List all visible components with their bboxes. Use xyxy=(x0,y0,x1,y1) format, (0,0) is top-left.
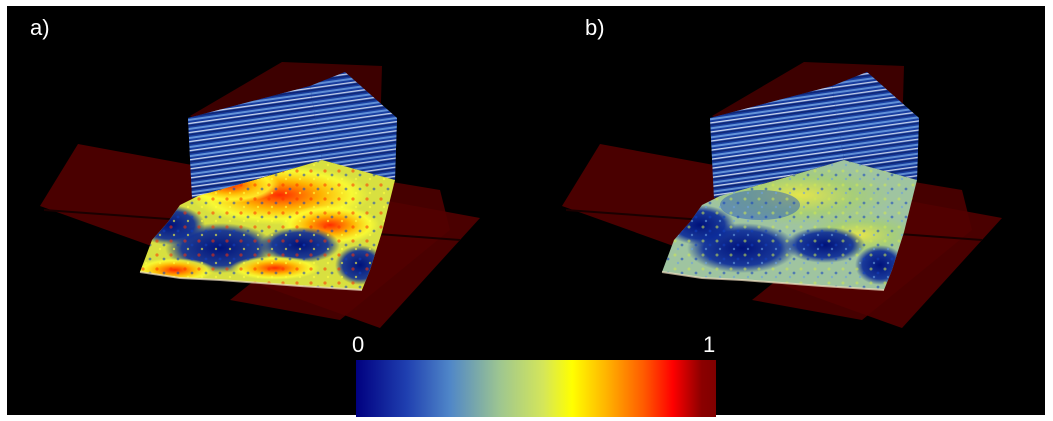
seismic-a-left-stripes xyxy=(188,86,322,198)
seismic-a-right-stripes xyxy=(310,72,397,180)
panel-label-a: a) xyxy=(30,15,50,40)
seismic-b-right-stripes xyxy=(832,72,919,180)
seismic-b-left-stripes xyxy=(710,86,844,198)
panel-b xyxy=(562,62,1002,328)
colorbar-gradient xyxy=(356,360,716,417)
colorbar-max-label: 1 xyxy=(703,332,715,357)
panel-a xyxy=(40,62,480,328)
horizon-b-rim xyxy=(661,271,885,291)
colorbar: 0 1 xyxy=(352,332,716,417)
colorbar-min-label: 0 xyxy=(352,332,364,357)
horizon-a-rim xyxy=(139,271,363,291)
panel-label-b: b) xyxy=(585,15,605,40)
